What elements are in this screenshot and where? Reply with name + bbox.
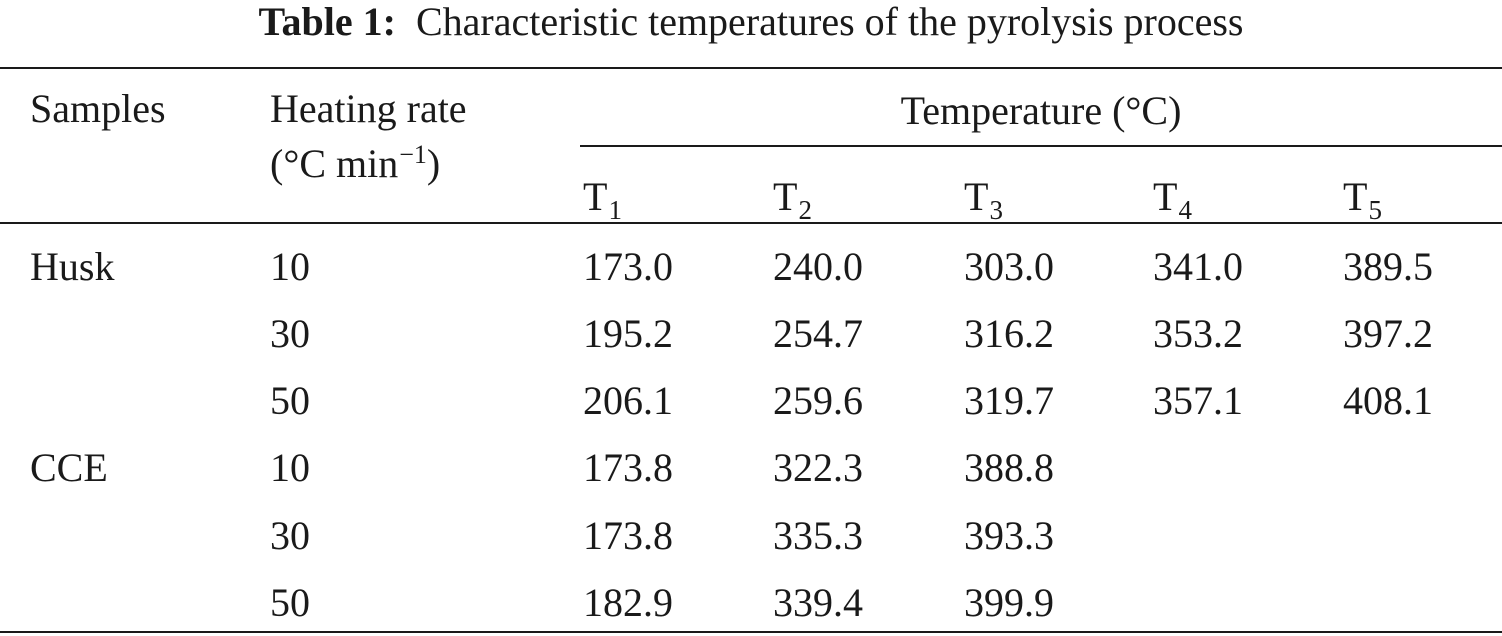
header-t4: T4 — [1153, 174, 1192, 225]
header-t3-subscript: 3 — [989, 195, 1003, 225]
cell-t5: 389.5 — [1343, 244, 1433, 289]
header-t4-base: T — [1153, 174, 1178, 219]
cell-t2: 335.3 — [773, 513, 863, 558]
cell-sample: CCE — [30, 445, 108, 490]
bottom-rule — [0, 631, 1502, 633]
header-t4-subscript: 4 — [1178, 195, 1192, 225]
cell-heating-rate: 10 — [270, 445, 310, 490]
cell-t4: 353.2 — [1153, 311, 1243, 356]
caption-text: Characteristic temperatures of the pyrol… — [415, 0, 1244, 44]
cell-t2: 254.7 — [773, 311, 863, 356]
cell-t1: 206.1 — [583, 378, 673, 423]
cell-t3: 319.7 — [964, 378, 1054, 423]
cell-t2: 339.4 — [773, 580, 863, 625]
cell-heating-rate: 50 — [270, 580, 310, 625]
cell-t1: 173.0 — [583, 244, 673, 289]
caption-label: Table 1: — [258, 0, 396, 44]
cell-t2: 240.0 — [773, 244, 863, 289]
header-t1: T1 — [583, 174, 622, 225]
cell-t3: 393.3 — [964, 513, 1054, 558]
cell-t1: 173.8 — [583, 513, 673, 558]
cell-t5: 408.1 — [1343, 378, 1433, 423]
cell-t3: 388.8 — [964, 445, 1054, 490]
header-t1-subscript: 1 — [608, 195, 622, 225]
cell-t4: 357.1 — [1153, 378, 1243, 423]
heating-rate-unit-close: ) — [426, 141, 441, 186]
cell-t3: 316.2 — [964, 311, 1054, 356]
header-t2: T2 — [773, 174, 812, 225]
top-rule — [0, 67, 1502, 69]
header-t2-base: T — [773, 174, 798, 219]
cell-t3: 399.9 — [964, 580, 1054, 625]
header-heating-rate-unit: (°C min−1) — [270, 140, 441, 192]
cell-t4: 341.0 — [1153, 244, 1243, 289]
heating-rate-unit-exponent: −1 — [399, 140, 427, 169]
header-samples: Samples — [30, 86, 166, 131]
header-heating-rate: Heating rate — [270, 86, 467, 131]
cell-t1: 173.8 — [583, 445, 673, 490]
cell-t2: 322.3 — [773, 445, 863, 490]
cell-t1: 182.9 — [583, 580, 673, 625]
header-t3-base: T — [964, 174, 989, 219]
header-rule — [0, 222, 1502, 224]
header-temperature: Temperature (°C) — [900, 88, 1182, 133]
cell-heating-rate: 50 — [270, 378, 310, 423]
header-t3: T3 — [964, 174, 1003, 225]
header-t5-base: T — [1343, 174, 1368, 219]
cell-t3: 303.0 — [964, 244, 1054, 289]
header-t5: T5 — [1343, 174, 1382, 225]
cell-heating-rate: 10 — [270, 244, 310, 289]
header-t1-base: T — [583, 174, 608, 219]
cell-sample: Husk — [30, 244, 115, 289]
cell-t1: 195.2 — [583, 311, 673, 356]
cell-t2: 259.6 — [773, 378, 863, 423]
header-t5-subscript: 5 — [1368, 195, 1382, 225]
cell-heating-rate: 30 — [270, 311, 310, 356]
cell-heating-rate: 30 — [270, 513, 310, 558]
table-caption: Table 1: Characteristic temperatures of … — [0, 2, 1502, 42]
temperature-spanner-rule — [580, 145, 1502, 147]
header-t2-subscript: 2 — [798, 195, 812, 225]
heating-rate-unit-base: (°C min — [270, 141, 399, 186]
cell-t5: 397.2 — [1343, 311, 1433, 356]
